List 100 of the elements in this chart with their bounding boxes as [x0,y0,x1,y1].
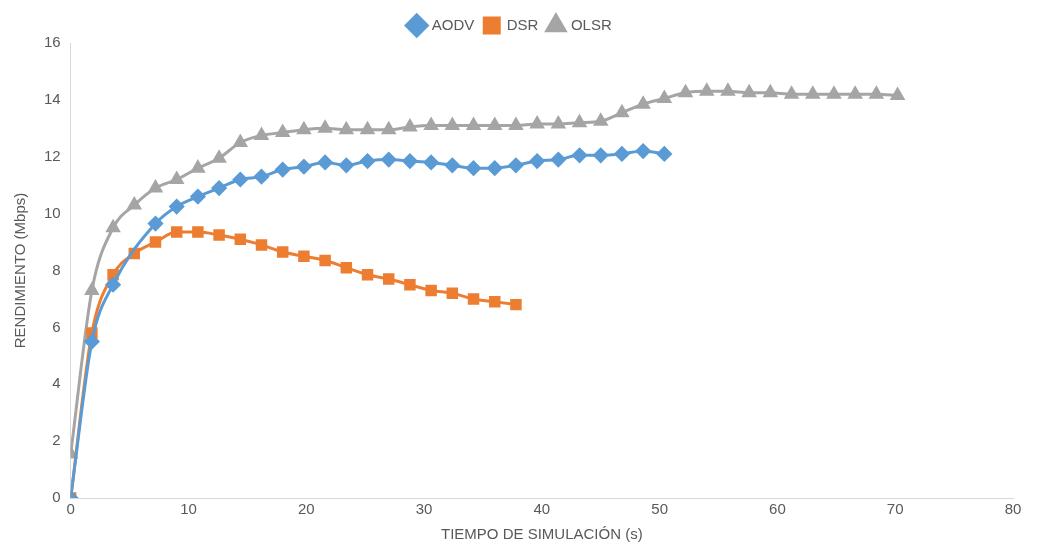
point [615,105,629,118]
point [827,86,841,99]
y-tick-label: 2 [52,431,61,449]
point [594,113,608,126]
point [170,226,183,238]
y-tick-label: 12 [44,146,61,164]
point [106,220,120,233]
point [784,86,799,99]
point [276,125,290,138]
x-tick-label: 30 [415,500,433,518]
point [869,86,884,99]
point [657,90,672,103]
x-tick-label: 80 [1004,500,1022,518]
point [635,143,651,159]
legend-label: OLSR [570,15,612,33]
point [572,147,588,163]
point [487,160,503,176]
point [211,180,227,196]
point [510,298,522,311]
point [361,269,374,281]
point [169,199,185,215]
point [446,287,459,299]
y-tick-label: 14 [44,90,61,108]
point [191,160,205,173]
point [678,85,693,98]
x-tick-label: 10 [180,500,197,518]
point [276,246,289,258]
point [488,117,502,130]
x-tick-label: 60 [769,500,786,518]
point [402,153,418,169]
point [297,122,311,135]
x-tick-label: 0 [66,500,75,518]
point [508,157,524,173]
point [149,236,162,248]
point [763,85,778,98]
point [700,83,714,96]
x-tick-label: 20 [297,500,315,518]
point [890,88,905,101]
point [232,172,248,187]
point [254,127,269,140]
point [382,273,395,285]
x-axis-title: TIEMPO DE SIMULACIÓN (s) [441,525,643,543]
point [467,293,480,305]
y-tick-label: 16 [44,33,61,51]
point [255,239,268,251]
x-tick-label: 50 [651,500,668,518]
point [424,117,438,130]
point [381,152,397,168]
point [382,122,396,135]
point [848,86,862,99]
point [127,197,141,210]
point [147,216,163,232]
point [572,115,587,128]
point [254,169,269,185]
point [466,160,482,176]
point [192,226,204,238]
point [339,122,354,135]
point [636,96,650,109]
point [318,120,332,133]
point [742,85,756,98]
point [360,122,375,135]
point [509,117,523,130]
x-tick-label: 40 [533,500,551,518]
point [614,146,630,162]
point [298,250,310,263]
point [105,277,121,293]
point [530,116,544,129]
point [170,172,184,184]
point [338,157,354,173]
x-tick-label: 70 [886,500,904,518]
point [488,296,501,308]
point [319,254,331,267]
point [445,117,460,130]
point [423,154,439,170]
point [234,233,247,245]
point [317,154,333,170]
point [190,189,206,205]
point [806,86,820,99]
point [529,153,545,169]
legend-label: DSR [506,15,539,33]
point [360,153,376,169]
point [551,116,566,129]
point [296,159,312,175]
y-tick-label: 6 [52,317,61,335]
y-axis-title: RENDIMIENTO (Mbps) [11,192,29,349]
point [340,261,353,274]
point [721,83,735,96]
point [466,117,481,130]
point [593,147,609,163]
point [403,119,417,132]
point [425,284,437,297]
point [656,146,672,162]
point [404,278,416,291]
y-tick-label: 10 [44,203,61,221]
y-tick-label: 8 [52,260,61,278]
point [213,229,225,241]
point [444,157,460,173]
point [148,180,163,193]
point [84,334,100,350]
point [233,135,247,148]
